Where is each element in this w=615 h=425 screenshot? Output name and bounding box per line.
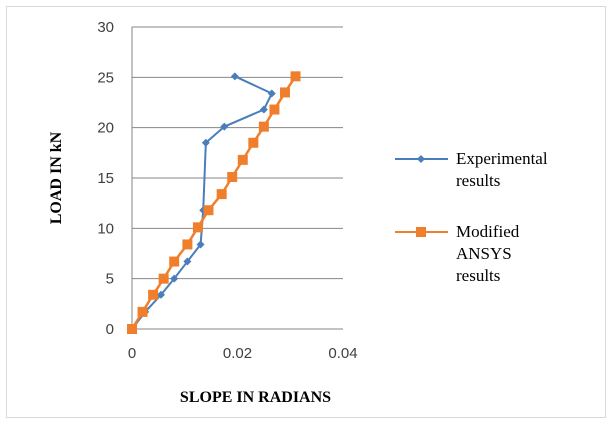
tick-labels: 0 5 10 15 20 25 30 0 0.02 0.04 bbox=[97, 19, 357, 362]
chart-frame bbox=[6, 6, 606, 418]
data-point bbox=[137, 306, 148, 317]
data-point bbox=[182, 239, 193, 250]
y-tick-label: 15 bbox=[97, 170, 114, 187]
y-tick-label: 5 bbox=[106, 271, 114, 288]
data-point bbox=[220, 122, 229, 131]
y-tick-label: 10 bbox=[97, 220, 114, 237]
y-tick-label: 20 bbox=[97, 120, 114, 137]
data-point bbox=[169, 256, 180, 267]
data-point bbox=[170, 274, 179, 283]
data-point bbox=[203, 205, 214, 216]
y-axis-title: LOAD IN kN bbox=[48, 131, 65, 224]
data-point bbox=[127, 324, 137, 334]
data-point bbox=[269, 104, 280, 115]
x-axis-title: SLOPE IN RADIANS bbox=[180, 389, 331, 406]
legend-item-1: Experimental results bbox=[395, 149, 548, 190]
y-tick-label: 0 bbox=[106, 321, 114, 338]
legend-item-2: Modified ANSYS results bbox=[395, 222, 520, 285]
data-point bbox=[196, 240, 205, 249]
data-point bbox=[248, 137, 259, 148]
data-point bbox=[157, 290, 166, 299]
y-tick-label: 30 bbox=[97, 19, 114, 36]
data-point bbox=[267, 89, 276, 98]
data-point bbox=[227, 171, 238, 182]
legend-label: Experimental results bbox=[456, 149, 548, 190]
data-point bbox=[148, 289, 159, 300]
data-point bbox=[216, 189, 227, 200]
data-point bbox=[290, 71, 301, 82]
legend-marker bbox=[416, 227, 426, 237]
x-tick-label: 0 bbox=[128, 345, 136, 362]
legend-label: Modified ANSYS results bbox=[456, 222, 520, 285]
data-point bbox=[259, 105, 268, 114]
series-line bbox=[130, 75, 297, 330]
legend: Experimental results Modified ANSYS results bbox=[395, 149, 548, 285]
x-tick-label: 0.04 bbox=[328, 345, 357, 362]
y-tick-label: 25 bbox=[97, 69, 114, 86]
data-point bbox=[192, 222, 203, 233]
gridlines bbox=[132, 26, 343, 280]
data-point bbox=[230, 72, 239, 81]
data-point bbox=[237, 154, 248, 165]
data-point bbox=[201, 138, 210, 147]
data-point bbox=[158, 273, 169, 284]
data-point bbox=[183, 257, 192, 266]
axes bbox=[131, 27, 343, 330]
x-tick-label: 0.02 bbox=[223, 345, 252, 362]
legend-marker bbox=[417, 155, 425, 163]
data-point bbox=[279, 87, 290, 98]
data-point bbox=[258, 121, 269, 132]
series-layer bbox=[127, 71, 301, 334]
series-2 bbox=[127, 71, 301, 334]
